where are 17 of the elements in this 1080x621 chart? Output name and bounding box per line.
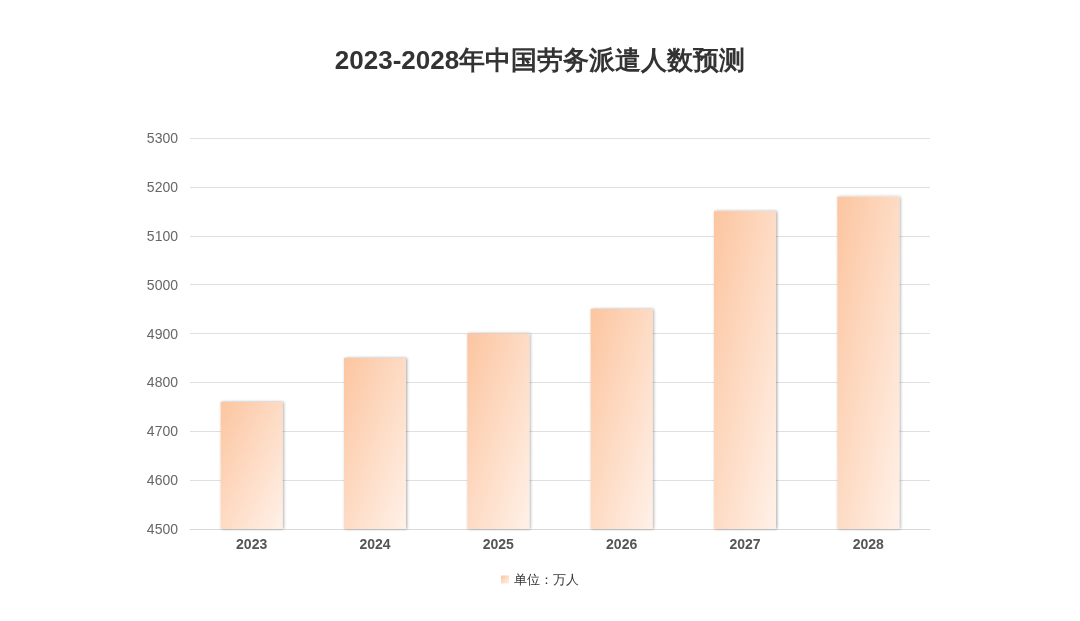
x-tick-label: 2028 [852, 536, 885, 552]
x-tick-label: 2025 [482, 536, 515, 552]
y-tick-label: 4700 [146, 423, 179, 440]
y-tick-label: 5200 [146, 178, 179, 195]
legend-label: 单位：万人 [514, 572, 579, 587]
x-tick-label: 2027 [729, 536, 761, 552]
y-tick-label: 4600 [146, 472, 179, 489]
y-tick-label: 4900 [146, 325, 179, 342]
x-tick-label: 2023 [236, 536, 268, 552]
x-tick-label: 2024 [359, 536, 391, 552]
x-tick-label: 2026 [606, 536, 638, 552]
y-tick-label: 5000 [146, 276, 179, 293]
y-tick-label: 5100 [146, 227, 179, 244]
y-tick-label: 4500 [146, 521, 179, 537]
chart-title: 2023-2028年中国劳务派遣人数预测 [334, 45, 746, 75]
y-tick-label: 5300 [146, 130, 179, 146]
y-tick-label: 4800 [146, 374, 179, 391]
